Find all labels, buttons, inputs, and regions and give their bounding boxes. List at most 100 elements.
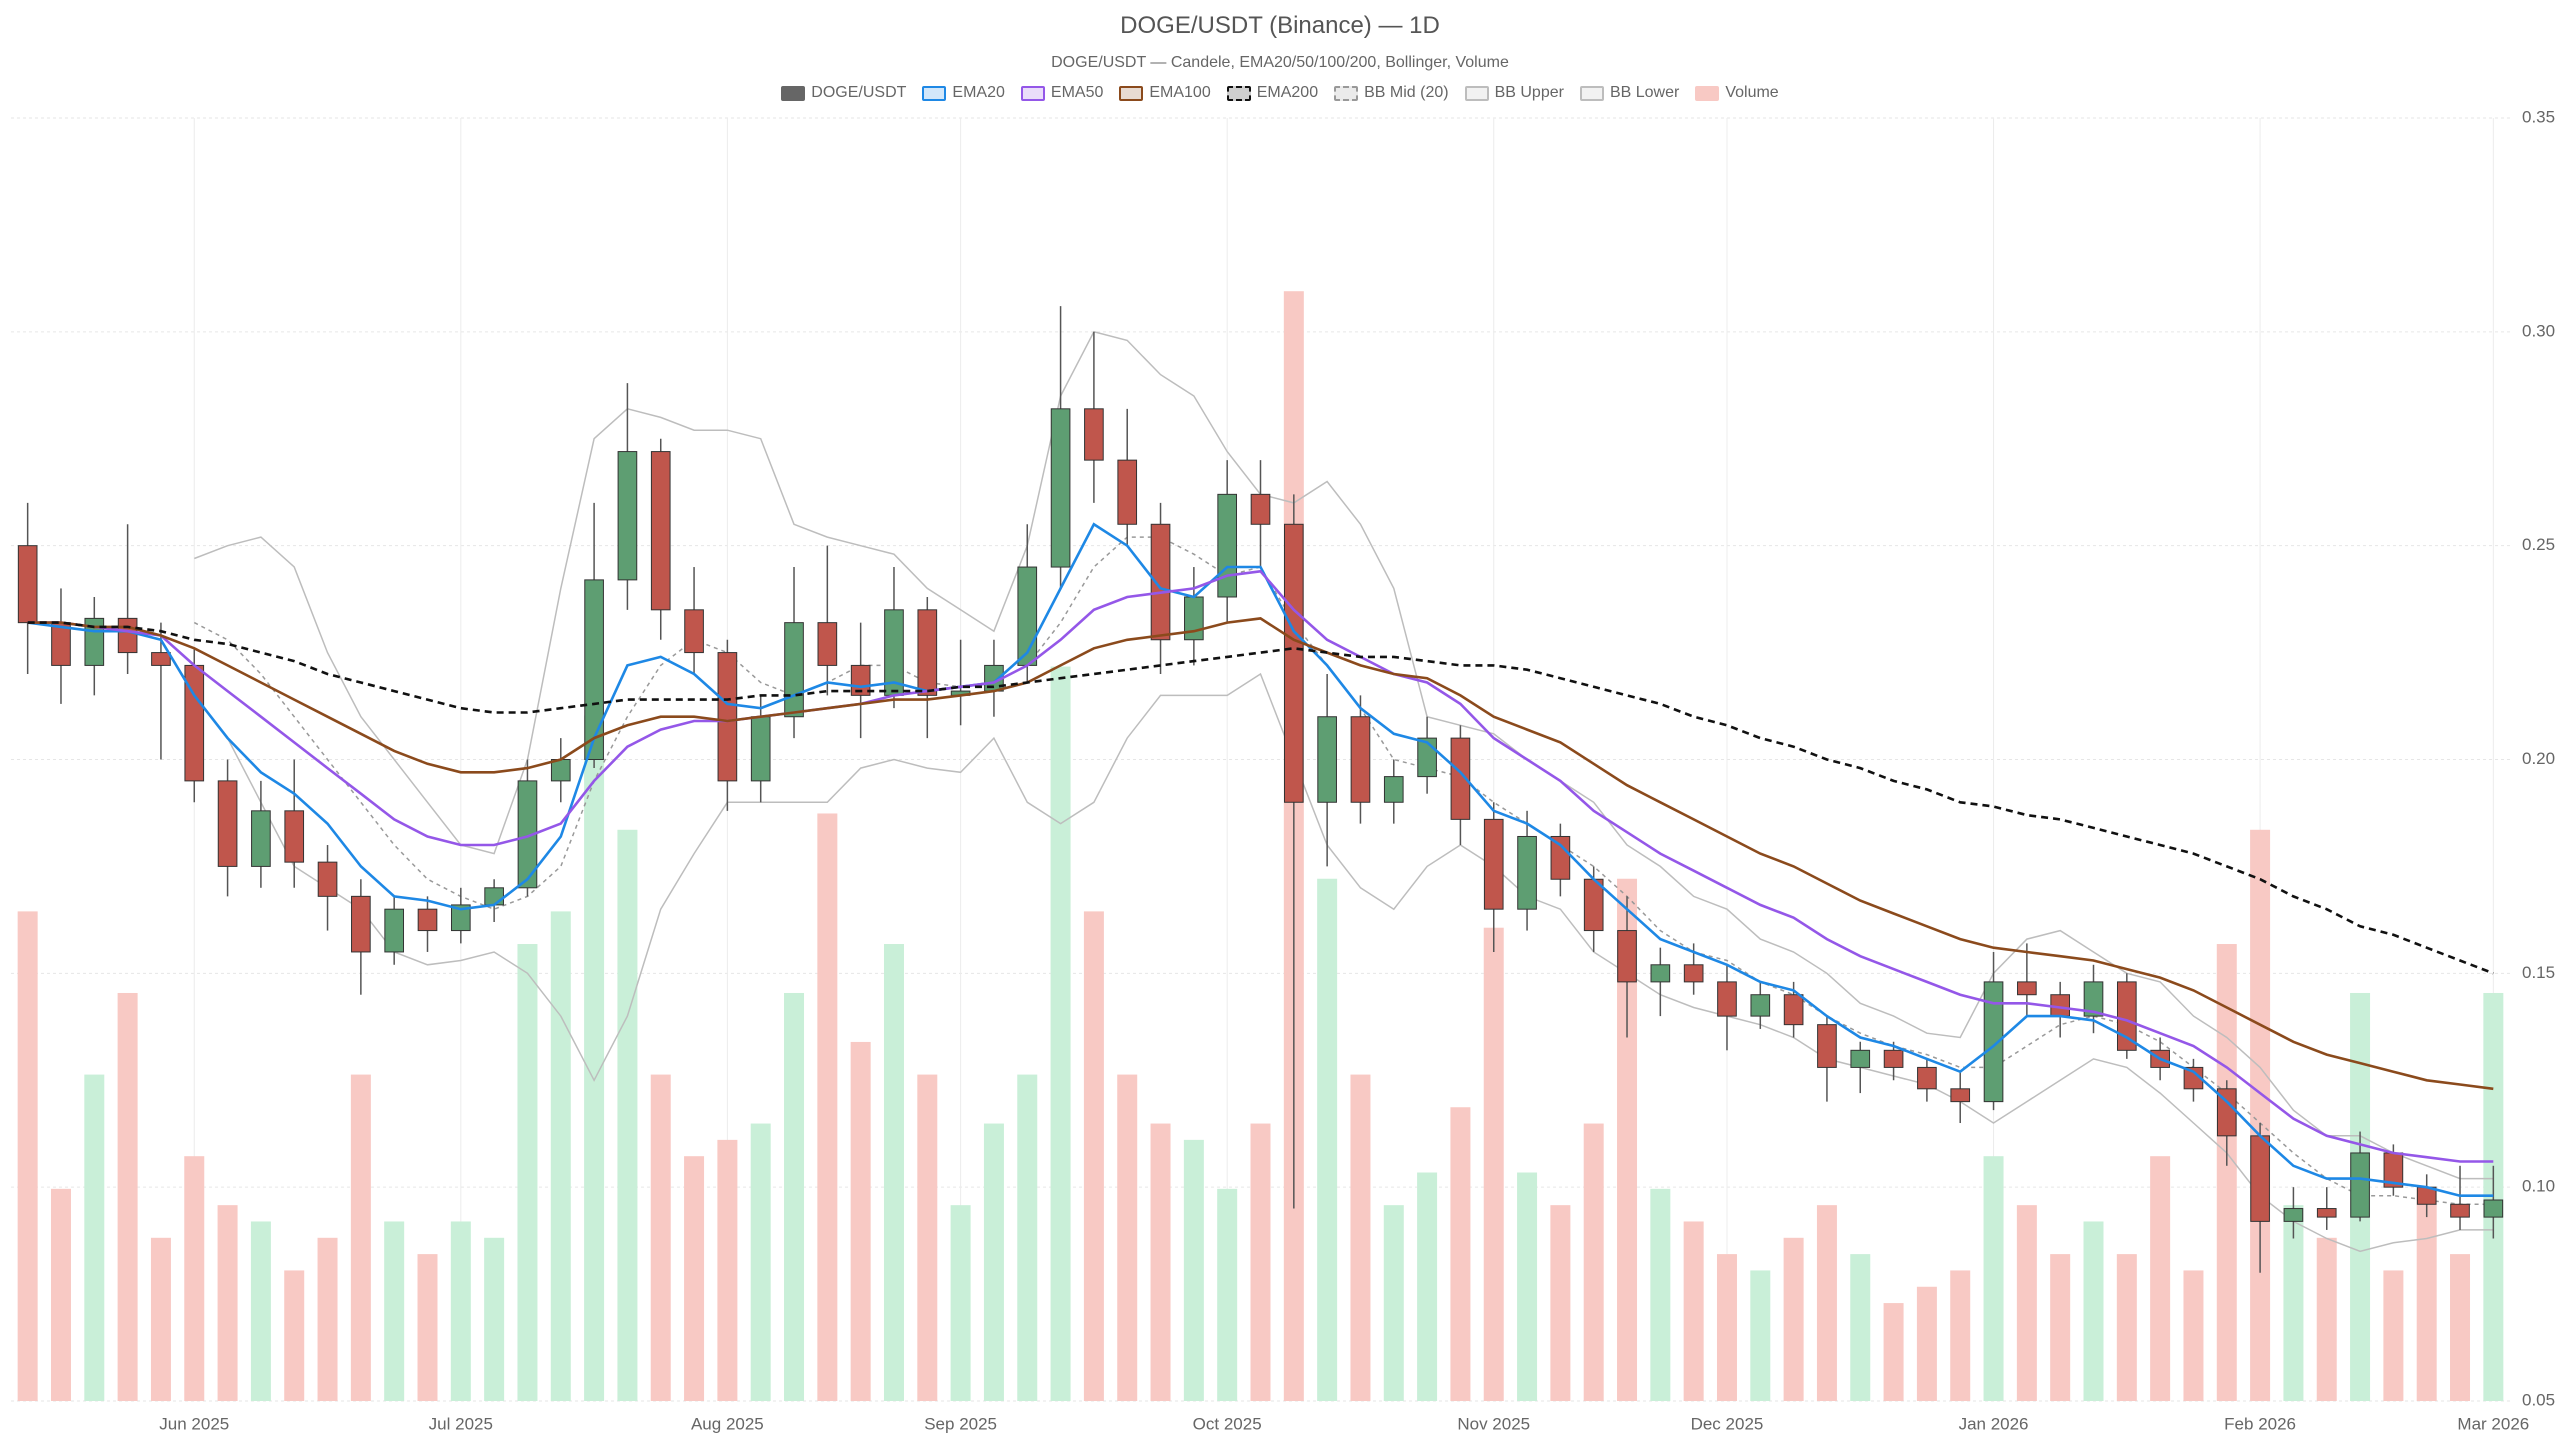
- volume-bar: [1050, 666, 1071, 1401]
- volume-bar: [1150, 1123, 1171, 1401]
- candle-body: [1283, 523, 1304, 803]
- volume-bar: [284, 1270, 305, 1401]
- legend-swatch: [1334, 85, 1359, 101]
- x-tick-label: Jan 2026: [1959, 1414, 2029, 1433]
- volume-bar: [1317, 878, 1338, 1401]
- volume-bar: [50, 1188, 71, 1401]
- volume-bar: [84, 1074, 105, 1401]
- candle-body: [2283, 1208, 2304, 1222]
- candle-body: [1150, 523, 1171, 641]
- candle-body: [317, 861, 338, 897]
- candle-body: [1950, 1088, 1971, 1103]
- volume-bar: [1517, 1172, 1538, 1401]
- candle-body: [2316, 1208, 2337, 1218]
- legend-item[interactable]: BB Upper: [1464, 84, 1564, 102]
- x-tick-label: Mar 2026: [2457, 1414, 2529, 1433]
- volume-bar: [950, 1205, 971, 1401]
- candle-body: [2450, 1203, 2470, 1218]
- x-tick-label: Feb 2026: [2224, 1414, 2296, 1433]
- legend-item[interactable]: EMA20: [922, 84, 1005, 102]
- legend-item[interactable]: BB Lower: [1579, 84, 1680, 102]
- volume-bar: [1417, 1172, 1438, 1401]
- legend-item[interactable]: EMA200: [1226, 84, 1318, 102]
- candle-body: [584, 579, 604, 760]
- legend-item[interactable]: BB Mid (20): [1334, 84, 1449, 102]
- candle-body: [650, 451, 671, 611]
- volume-bar: [684, 1156, 705, 1401]
- legend-item[interactable]: EMA50: [1020, 84, 1103, 102]
- volume-bar: [850, 1041, 871, 1401]
- volume-bar: [883, 944, 904, 1401]
- volume-bar: [1683, 1221, 1704, 1401]
- legend-swatch: [1464, 85, 1489, 101]
- candle-body: [684, 609, 704, 654]
- legend: DOGE/USDT EMA20 EMA50 EMA100 EMA200 BB Mid (2…: [0, 84, 2560, 102]
- volume-bar: [584, 715, 605, 1401]
- candle-body: [351, 895, 371, 953]
- candle-body: [750, 716, 771, 782]
- candle-body: [1683, 964, 1704, 983]
- candle-body: [2483, 1199, 2504, 1218]
- volume-bar: [1383, 1205, 1404, 1401]
- x-tick-label: Oct 2025: [1193, 1414, 1262, 1433]
- x-tick-label: Sep 2025: [924, 1414, 997, 1433]
- chart-subtitle: DOGE/USDT — Candele, EMA20/50/100/200, B…: [1051, 54, 1509, 71]
- volume-bar: [517, 944, 538, 1401]
- legend-label: Volume: [1725, 84, 1779, 101]
- volume-bar: [983, 1123, 1004, 1401]
- volume-bar: [117, 992, 138, 1401]
- candle-body: [1817, 1024, 1837, 1068]
- candle-body: [717, 652, 738, 782]
- volume-bar: [1750, 1270, 1771, 1401]
- volume-bar: [1550, 1205, 1571, 1401]
- volume-bar: [1483, 927, 1504, 1401]
- candle-body: [1550, 835, 1571, 880]
- candle-body: [1983, 981, 2004, 1103]
- volume-bar: [550, 911, 571, 1401]
- volume-bar: [350, 1074, 371, 1401]
- candle-body: [1650, 964, 1671, 983]
- candle-body: [617, 451, 638, 581]
- volume-bar: [1217, 1188, 1238, 1401]
- candle-body: [517, 780, 538, 889]
- y-tick-label: 0.30: [2522, 321, 2555, 340]
- candle-body: [217, 780, 238, 867]
- x-tick-label: Jul 2025: [429, 1414, 493, 1433]
- legend-swatch: [1226, 85, 1251, 101]
- candle-body: [17, 545, 38, 624]
- candle-body: [1450, 737, 1471, 820]
- legend-item[interactable]: DOGE/USDT: [781, 84, 906, 102]
- volume-bar: [617, 829, 638, 1401]
- volume-bar: [1983, 1156, 2004, 1401]
- candle-body: [1750, 994, 1771, 1017]
- x-tick-label: Dec 2025: [1691, 1414, 1764, 1433]
- volume-bar: [1183, 1139, 1204, 1401]
- volume-bar: [917, 1074, 938, 1401]
- volume-bar: [2250, 829, 2271, 1401]
- volume-bar: [1017, 1074, 1038, 1401]
- candle-body: [251, 810, 271, 867]
- volume-bar: [2183, 1270, 2204, 1401]
- legend-label: EMA20: [952, 84, 1005, 101]
- legend-item[interactable]: EMA100: [1119, 84, 1211, 102]
- volume-bar: [1583, 1123, 1604, 1401]
- legend-label: BB Lower: [1609, 84, 1680, 101]
- volume-bar: [17, 911, 38, 1401]
- candle-body: [117, 617, 138, 654]
- volume-bar: [217, 1205, 238, 1401]
- legend-item[interactable]: Volume: [1695, 84, 1779, 102]
- volume-bar: [1117, 1074, 1138, 1401]
- volume-bar: [2016, 1205, 2037, 1401]
- candle-body: [1883, 1049, 1904, 1068]
- chart-title: DOGE/USDT (Binance) — 1D: [1120, 12, 1440, 39]
- candle-body: [1517, 835, 1537, 910]
- volume-bar: [2216, 944, 2237, 1401]
- line-bb-lower: [193, 672, 2494, 1253]
- volume-bar: [1617, 878, 1638, 1401]
- volume-bar: [717, 1139, 738, 1401]
- volume-bar: [784, 992, 805, 1401]
- volume-bar: [1783, 1237, 1804, 1401]
- candle-body: [2017, 981, 2037, 996]
- y-tick-label: 0.05: [2522, 1390, 2555, 1409]
